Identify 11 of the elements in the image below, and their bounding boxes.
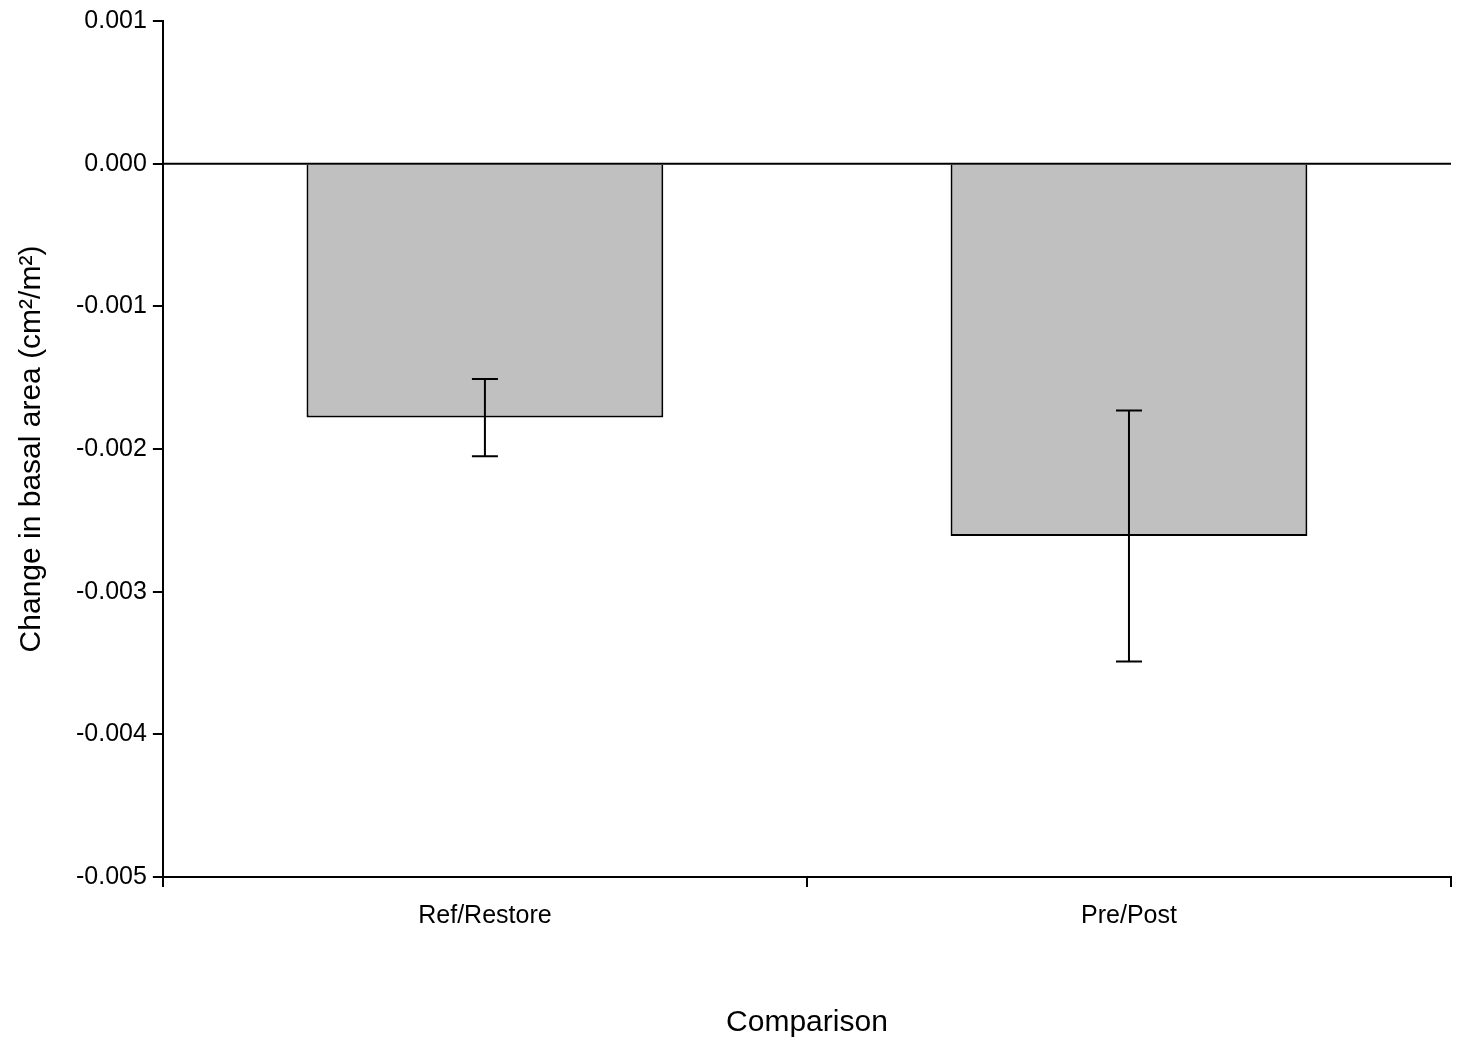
y-tick-label: -0.003 (76, 575, 147, 604)
y-tick-label: -0.002 (76, 432, 147, 461)
y-tick-label: -0.004 (76, 718, 147, 747)
x-axis-title: Comparison (726, 1004, 888, 1038)
x-tick-label: Ref/Restore (418, 899, 552, 928)
y-tick-label: -0.001 (76, 290, 147, 319)
y-tick-label: 0.000 (84, 147, 147, 176)
y-axis-title: Change in basal area (cm²/m²) (13, 245, 47, 653)
y-tick-label: -0.005 (76, 860, 147, 889)
y-tick-label: 0.001 (84, 4, 147, 33)
x-tick-label: Pre/Post (1081, 899, 1177, 928)
